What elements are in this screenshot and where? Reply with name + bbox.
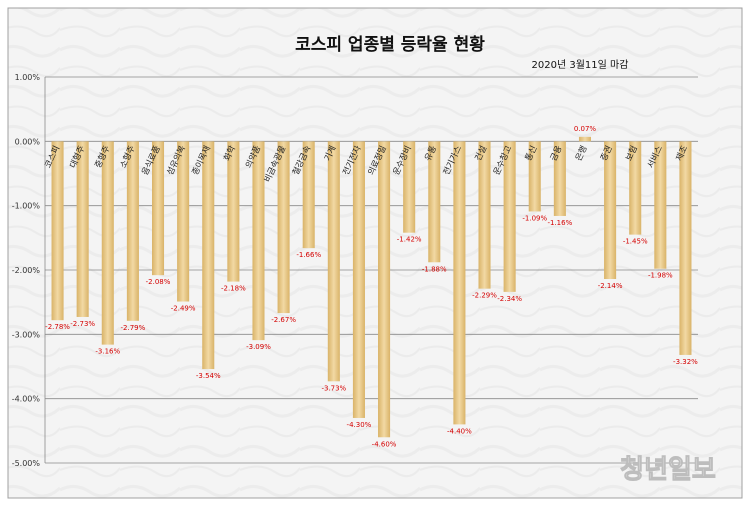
- data-labels: -2.78% -2.73% -3.16% -2.79% -2.08% -2.49% -3.5…: [45, 125, 698, 448]
- bar: [578, 136, 592, 142]
- y-tick-label: 1.00%: [15, 73, 41, 82]
- bar: [503, 141, 516, 292]
- data-label: -1.88%: [422, 265, 447, 273]
- data-label: -2.18%: [221, 285, 246, 293]
- data-label: -2.78%: [45, 323, 70, 331]
- bar: [428, 141, 441, 263]
- y-tick-label: -4.00%: [12, 395, 41, 404]
- data-label: -2.79%: [121, 324, 146, 332]
- bar: [327, 141, 340, 382]
- bar: [378, 141, 391, 438]
- bar: [76, 141, 89, 317]
- chart-title: 코스피 업종별 등락율 현황: [295, 35, 485, 55]
- watermark: 청년일보: [620, 455, 716, 485]
- bar: [453, 141, 466, 425]
- y-tick-label: -3.00%: [12, 330, 41, 339]
- data-label: -1.42%: [397, 236, 422, 244]
- bar: [126, 141, 139, 321]
- bars: [51, 136, 692, 438]
- data-label: -1.66%: [296, 251, 321, 259]
- data-label: -2.14%: [598, 282, 623, 290]
- bar: [177, 141, 190, 302]
- bar: [101, 141, 114, 345]
- bar: [654, 141, 667, 269]
- data-label: -2.29%: [472, 292, 497, 300]
- data-label: -2.34%: [497, 295, 522, 303]
- data-label: -4.40%: [447, 427, 472, 435]
- chart-background: [7, 7, 743, 499]
- y-tick-label: -2.00%: [12, 266, 41, 275]
- bar: [151, 141, 165, 276]
- bar: [227, 141, 240, 282]
- data-label: -1.45%: [623, 238, 648, 246]
- data-label: -2.67%: [271, 316, 296, 324]
- chart-subtitle: 2020년 3월11일 마감: [532, 59, 629, 71]
- bar: [629, 141, 642, 235]
- y-tick-label: -1.00%: [12, 202, 41, 211]
- y-tick-label: -5.00%: [12, 459, 41, 468]
- data-label: -3.54%: [196, 372, 221, 380]
- bar: [553, 141, 566, 216]
- data-label: -1.16%: [547, 219, 572, 227]
- bar: [51, 141, 64, 321]
- bar: [478, 141, 491, 289]
- data-label: -4.30%: [347, 421, 372, 429]
- bar: [403, 141, 416, 233]
- bar: [679, 141, 692, 355]
- data-label: -2.08%: [146, 278, 171, 286]
- data-label: -1.09%: [522, 214, 547, 222]
- data-label: 0.07%: [574, 125, 597, 133]
- data-label: -2.49%: [171, 305, 196, 313]
- data-label: -2.73%: [70, 320, 95, 328]
- bar: [202, 141, 215, 370]
- bar: [604, 141, 617, 280]
- bar: [528, 141, 541, 212]
- data-label: -3.16%: [95, 348, 120, 356]
- data-label: -3.32%: [673, 358, 698, 366]
- data-label: -1.98%: [648, 272, 673, 280]
- bar: [252, 141, 265, 341]
- bar: [277, 141, 290, 314]
- bar: [352, 141, 365, 418]
- data-label: -3.73%: [321, 384, 346, 392]
- data-label: -3.09%: [246, 343, 271, 351]
- data-label: -4.60%: [372, 440, 397, 448]
- bar: [302, 141, 315, 249]
- y-axis: 1.00% 0.00% -1.00% -2.00% -3.00% -4.00% -5.00%: [12, 73, 46, 468]
- y-tick-label: 0.00%: [15, 137, 41, 146]
